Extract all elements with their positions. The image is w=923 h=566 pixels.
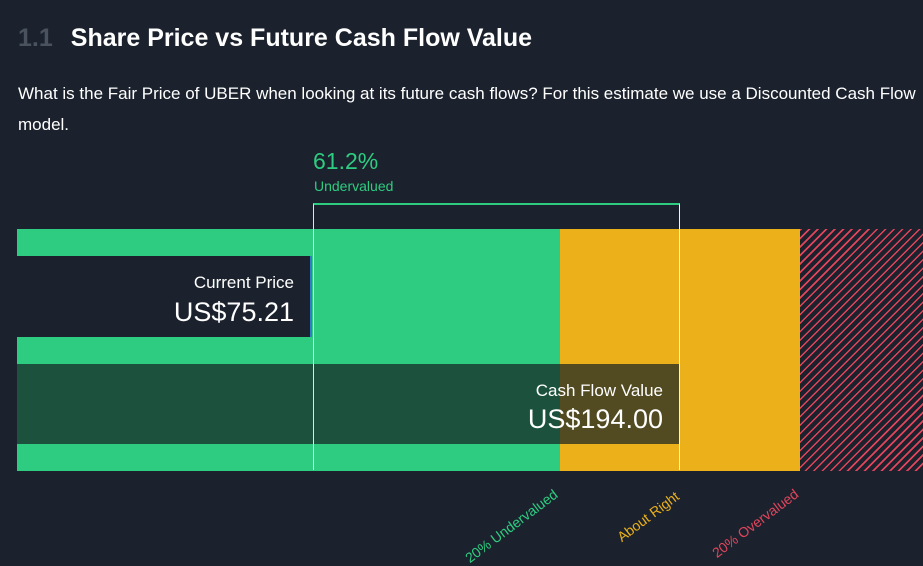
cash-flow-value-amount: US$194.00: [527, 404, 663, 434]
current-price-bar: Current Price US$75.21: [17, 256, 312, 337]
cash-flow-value-bar: Cash Flow Value US$194.00: [17, 364, 680, 444]
current-price-value: US$75.21: [173, 297, 294, 327]
section-description: What is the Fair Price of UBER when look…: [18, 84, 916, 134]
zone-label-undervalued: 20% Undervalued: [462, 486, 561, 566]
zone-label-overvalued: 20% Overvalued: [709, 485, 802, 561]
overvalued-zone: [800, 229, 923, 471]
discount-percent: 61.2%: [313, 148, 379, 174]
section-header: 1.1 Share Price vs Future Cash Flow Valu…: [18, 24, 532, 58]
section-number: 1.1: [18, 24, 53, 52]
section-title: Share Price vs Future Cash Flow Value: [70, 24, 533, 52]
discount-label: Undervalued: [314, 178, 394, 194]
zone-label-about-right: About Right: [614, 487, 683, 545]
cash-flow-value-label: Cash Flow Value: [535, 381, 663, 400]
current-price-label: Current Price: [193, 273, 294, 292]
